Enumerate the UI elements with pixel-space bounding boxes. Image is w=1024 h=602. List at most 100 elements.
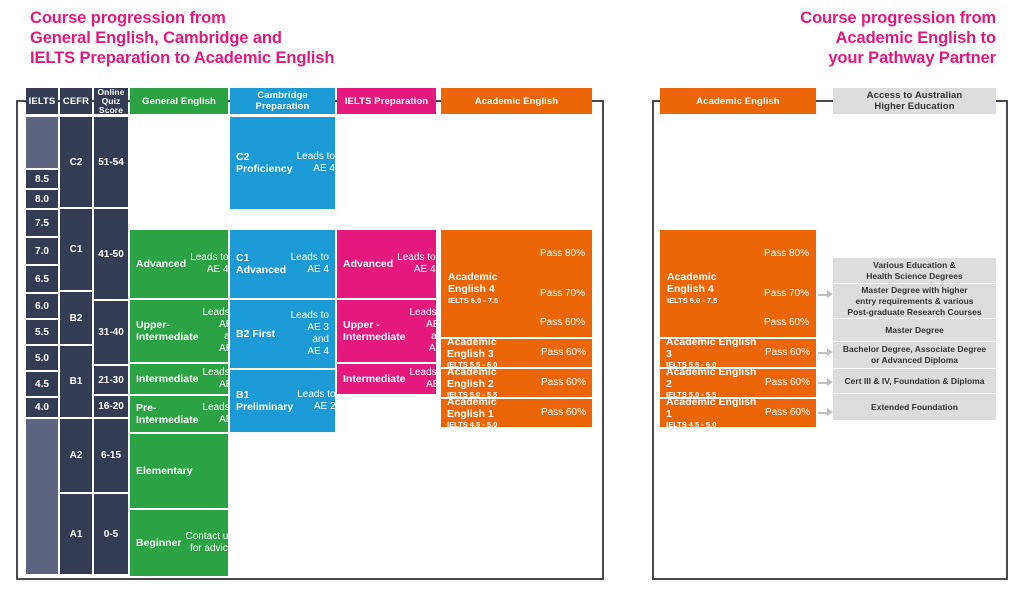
- academic-english-4-right[interactable]: Pass 80% Pass 70% Pass 60% Academic Engli…: [660, 230, 816, 337]
- course-label: Academic English 4 IELTS 6.0 - 7.5: [448, 271, 498, 306]
- general-english-advanced[interactable]: Advanced Leads to AE 4: [130, 230, 228, 298]
- course-label: Intermediate: [136, 373, 199, 385]
- course-label: Academic English 3 IELTS 5.5 - 6.0: [447, 339, 537, 367]
- pathway-master-degree-higher-entry[interactable]: Master Degree with higher entry requireme…: [833, 284, 996, 318]
- cambridge-c2-proficiency[interactable]: C2 Proficiency Leads to AE 4: [230, 117, 335, 209]
- header-ielts-preparation: IELTS Preparation: [337, 88, 436, 114]
- ielts-score-8-0: 8.0: [26, 190, 58, 208]
- general-english-elementary[interactable]: Elementary: [130, 434, 228, 508]
- course-note: Leads to AE 4: [190, 252, 228, 275]
- pass-60: Pass 60%: [539, 317, 585, 328]
- quiz-score-51-54: 51-54: [94, 117, 128, 207]
- pass-note: Pass 60%: [540, 347, 586, 358]
- course-label: B1 Preliminary: [236, 389, 294, 413]
- academic-english-1-right[interactable]: Academic English 1 IELTS 4.5 - 5.0 Pass …: [660, 399, 816, 427]
- course-label: Academic English 4 IELTS 6.0 - 7.5: [667, 271, 717, 306]
- ielts-score-5-0: 5.0: [26, 346, 58, 370]
- header-general-english: General English: [130, 88, 228, 114]
- academic-english-3-left[interactable]: Academic English 3 IELTS 5.5 - 6.0 Pass …: [441, 339, 592, 367]
- course-label: Intermediate: [343, 373, 406, 385]
- course-label-text: Academic English 1: [447, 399, 497, 420]
- course-label: Academic English 2 IELTS 5.0 - 5.5: [666, 369, 761, 397]
- course-label: Advanced: [136, 258, 187, 270]
- pathway-master-degree[interactable]: Master Degree: [833, 319, 996, 341]
- course-label-text: Academic English 2: [666, 369, 757, 390]
- pass-80: Pass 80%: [763, 248, 809, 259]
- ielts-prep-advanced[interactable]: Advanced Leads to AE 4: [337, 230, 436, 298]
- course-label: Elementary: [136, 465, 193, 477]
- ielts-score-7-0: 7.0: [26, 238, 58, 264]
- pathway-extended-foundation[interactable]: Extended Foundation: [833, 394, 996, 420]
- header-academic-english: Academic English: [441, 88, 592, 114]
- course-label: Academic English 2 IELTS 5.0 - 5.5: [447, 369, 537, 397]
- course-label: Advanced: [343, 258, 394, 270]
- pass-70: Pass 70%: [539, 288, 585, 299]
- arrow-to-master-degree-higher: [818, 290, 833, 299]
- header-academic-english-right: Academic English: [660, 88, 816, 114]
- cambridge-b1-preliminary[interactable]: B1 Preliminary Leads to AE 2: [230, 370, 335, 432]
- course-note: Leads to AE 4: [296, 151, 335, 174]
- course-label: Academic English 3 IELTS 5.5 - 6.0: [666, 339, 761, 367]
- header-cefr: CEFR: [60, 88, 92, 114]
- left-chart-panel: Course progression from General English, …: [16, 9, 604, 580]
- course-label-text: Academic English 3: [447, 339, 497, 360]
- ielts-score-6-5: 6.5: [26, 266, 58, 292]
- ielts-score-7-5: 7.5: [26, 210, 58, 236]
- pass-note: Pass 60%: [764, 407, 810, 418]
- academic-english-1-left[interactable]: Academic English 1 IELTS 4.5 - 5.0 Pass …: [441, 399, 592, 427]
- ielts-blank-bottom: [26, 419, 58, 574]
- ielts-blank-top: [26, 117, 58, 168]
- academic-english-2-right[interactable]: Academic English 2 IELTS 5.0 - 5.5 Pass …: [660, 369, 816, 397]
- course-note: Leads to AE 4: [397, 252, 436, 275]
- cefr-c2: C2: [60, 117, 92, 207]
- pathway-cert-iii-iv[interactable]: Cert III & IV, Foundation & Diploma: [833, 369, 996, 393]
- pass-80: Pass 80%: [539, 248, 585, 259]
- course-label: Academic English 1 IELTS 4.5 - 5.0: [447, 399, 537, 427]
- cambridge-c1-advanced[interactable]: C1 Advanced Leads to AE 4: [230, 230, 335, 298]
- header-ielts: IELTS: [26, 88, 58, 114]
- course-sublabel: IELTS 5.0 - 5.5: [666, 390, 717, 397]
- course-label: C1 Advanced: [236, 252, 287, 276]
- course-label-text: Academic English 1: [666, 399, 757, 420]
- pathway-various-education-health-science[interactable]: Various Education & Health Science Degree…: [833, 258, 996, 283]
- arrow-to-cert-iii-iv: [818, 378, 833, 387]
- course-sublabel: IELTS 5.5 - 6.0: [666, 360, 717, 367]
- ielts-score-8-5: 8.5: [26, 170, 58, 188]
- pass-60: Pass 60%: [763, 317, 809, 328]
- general-english-beginner[interactable]: Beginner Contact usfor advice: [130, 510, 228, 576]
- course-label-text: Academic English 4: [667, 271, 717, 295]
- academic-english-4-left[interactable]: Pass 80% Pass 70% Pass 60% Academic Engli…: [441, 230, 592, 337]
- pass-note: Pass 60%: [764, 377, 810, 388]
- course-label-text: Academic English 4: [448, 271, 498, 295]
- course-label: Pre- Intermediate: [136, 402, 199, 426]
- quiz-score-0-5: 0-5: [94, 494, 128, 574]
- quiz-score-31-40: 31-40: [94, 301, 128, 364]
- course-label: Upper- Intermediate: [136, 319, 199, 343]
- course-label: Academic English 1 IELTS 4.5 - 5.0: [666, 399, 761, 427]
- quiz-score-41-50: 41-50: [94, 209, 128, 299]
- course-label: Upper - Intermediate: [343, 319, 406, 343]
- right-chart-panel: Course progression from Academic English …: [620, 0, 1024, 602]
- cefr-b1: B1: [60, 346, 92, 417]
- pass-note: Pass 60%: [540, 407, 586, 418]
- pass-note: Pass 60%: [764, 347, 810, 358]
- course-sublabel: IELTS 6.0 - 7.5: [667, 296, 718, 305]
- course-sublabel: IELTS 6.0 - 7.5: [448, 296, 499, 305]
- academic-english-3-right[interactable]: Academic English 3 IELTS 5.5 - 6.0 Pass …: [660, 339, 816, 367]
- ielts-score-4-0: 4.0: [26, 398, 58, 417]
- quiz-score-6-15: 6-15: [94, 419, 128, 492]
- cambridge-b2-first[interactable]: B2 First Leads to AE 3 and AE 4: [230, 300, 335, 368]
- pathway-bachelor-degree[interactable]: Bachelor Degree, Associate Degree or Adva…: [833, 342, 996, 368]
- academic-english-2-left[interactable]: Academic English 2 IELTS 5.0 - 5.5 Pass …: [441, 369, 592, 397]
- left-chart-title: Course progression from General English, …: [30, 9, 335, 67]
